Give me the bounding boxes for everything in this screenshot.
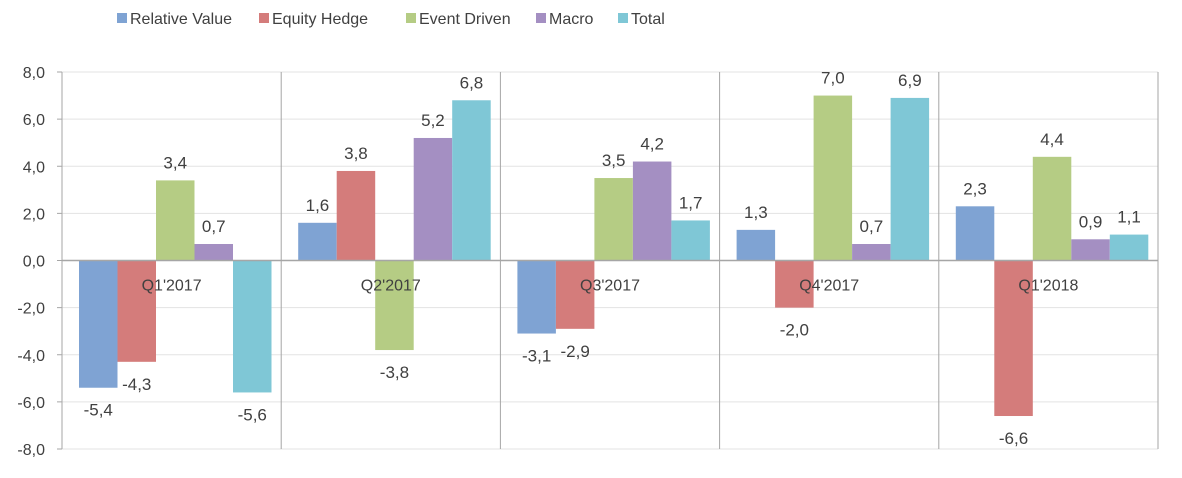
legend-label-2: Event Driven [419,11,511,28]
legend-label-4: Total [631,11,665,28]
legend-label-0: Relative Value [130,11,232,28]
y-tick-label-5: -2,0 [17,301,45,318]
bar-2-0 [517,260,556,334]
data-label-2-0: -3,1 [522,347,551,366]
data-label-1-1: 3,8 [344,144,368,163]
data-label-0-1: -4,3 [122,375,151,394]
legend-swatch-2 [406,13,416,23]
data-label-1-4: 6,8 [460,73,484,92]
bar-2-2 [594,178,633,261]
bar-1-4 [452,100,491,261]
data-label-2-1: -2,9 [561,342,590,361]
x-category-label-2: Q3'2017 [580,278,640,295]
bar-4-4 [1109,234,1149,261]
data-label-0-0: -5,4 [84,401,113,420]
bar-0-3 [194,244,233,261]
data-label-4-2: 4,4 [1040,130,1064,149]
bar-0-0 [79,260,118,388]
bar-3-3 [852,244,891,261]
y-tick-label-6: -4,0 [17,348,45,365]
data-label-2-2: 3,5 [602,151,626,170]
data-label-2-4: 1,7 [679,193,703,212]
bar-1-2 [375,260,414,351]
data-label-0-2: 3,4 [163,153,187,172]
y-axis-ticks: 8,0 6,0 4,0 2,0 0,0 -2,0 -4,0 -6,0 -8,0 [17,65,62,459]
bar-4-1 [994,260,1033,417]
data-label-0-3: 0,7 [202,217,226,236]
bar-4-3 [1071,239,1110,261]
bar-4-2 [1032,156,1072,261]
bar-0-4 [233,260,272,393]
legend-swatch-0 [117,13,127,23]
legend-label-1: Equity Hedge [272,11,368,28]
bar-3-2 [813,95,853,261]
x-category-label-0: Q1'2017 [142,278,202,295]
y-tick-label-0: 8,0 [23,65,45,82]
bar-1-0 [298,222,337,261]
bar-2-1 [555,260,595,329]
data-label-3-3: 0,7 [860,217,884,236]
bar-3-0 [736,229,776,261]
bars [79,95,1149,417]
y-tick-label-2: 4,0 [23,159,45,176]
data-label-3-2: 7,0 [821,69,845,88]
data-label-3-0: 1,3 [744,203,768,222]
data-label-1-2: -3,8 [380,363,409,382]
x-category-label-3: Q4'2017 [799,278,859,295]
data-label-4-3: 0,9 [1079,212,1103,231]
data-label-3-4: 6,9 [898,71,922,90]
data-label-4-4: 1,1 [1117,208,1141,227]
bar-2-4 [671,220,710,261]
bar-2-3 [632,161,672,261]
y-tick-label-8: -8,0 [17,442,45,459]
bar-1-1 [336,170,376,261]
data-label-1-0: 1,6 [306,196,330,215]
legend-label-3: Macro [549,11,594,28]
y-tick-label-4: 0,0 [23,254,45,271]
legend: Relative Value Equity Hedge Event Driven Ma… [117,11,665,28]
bar-0-1 [117,260,156,362]
data-label-4-1: -6,6 [999,429,1028,448]
x-category-label-4: Q1'2018 [1018,278,1078,295]
data-label-0-4: -5,6 [238,405,267,424]
bar-1-3 [413,137,453,261]
legend-swatch-3 [536,13,546,23]
bar-4-0 [955,206,995,261]
legend-swatch-4 [618,13,628,23]
y-tick-label-1: 6,0 [23,112,45,129]
data-label-4-0: 2,3 [963,179,987,198]
x-category-label-1: Q2'2017 [361,278,421,295]
data-label-2-3: 4,2 [640,135,664,154]
data-label-1-3: 5,2 [421,111,445,130]
y-tick-label-3: 2,0 [23,206,45,223]
bar-3-4 [890,97,930,261]
legend-swatch-1 [259,13,269,23]
y-tick-label-7: -6,0 [17,395,45,412]
bar-3-1 [775,260,814,308]
x-axis-categories: Q1'2017 Q2'2017 Q3'2017 Q4'2017 Q1'2018 [142,278,1079,295]
bar-0-2 [156,180,195,261]
data-labels: -5,4 -4,3 3,4 0,7 -5,6 1,6 3,8 -3,8 5,2 6,8 -3,1 -2… [84,69,1141,448]
data-label-3-1: -2,0 [780,321,809,340]
